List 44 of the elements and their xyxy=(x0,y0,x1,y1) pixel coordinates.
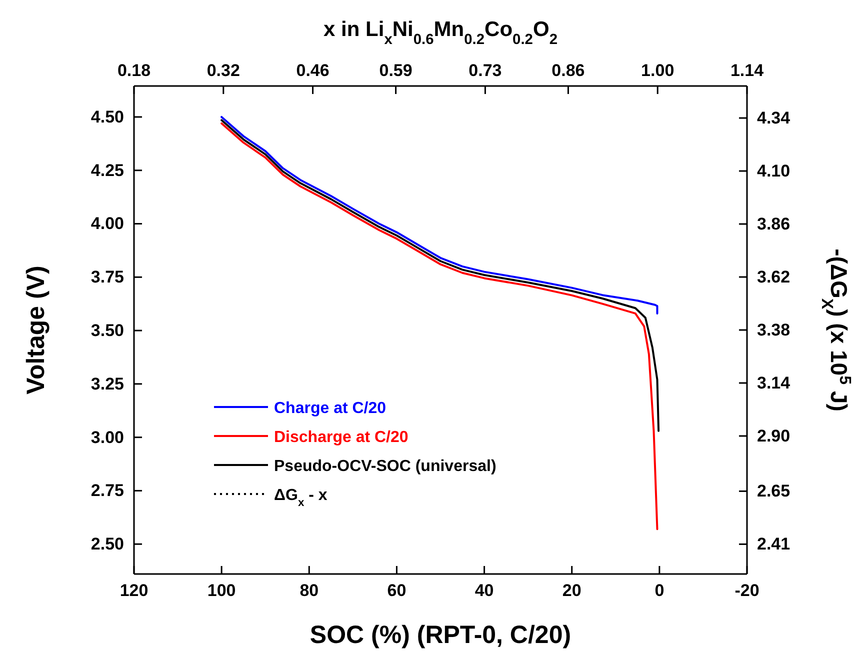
text: x in Li$_{x}$Ni$_{0.6}$Mn$_{0.2}$Co$_{0.2}$O$_{2}$ xyxy=(324,18,558,48)
y2-tick-label: 2.41 xyxy=(757,534,790,554)
legend-label: Charge at C/20 xyxy=(274,400,386,417)
y-tick-label: 4.00 xyxy=(90,214,124,234)
y2-tick-label: 3.38 xyxy=(757,320,790,340)
x2-tick-label: 1.00 xyxy=(641,61,674,80)
y-axis-title: Voltage (V) xyxy=(22,266,50,394)
y2-tick-label: 4.10 xyxy=(757,161,790,180)
y-tick-label: 4.50 xyxy=(90,107,124,126)
y-tick-label: 2.50 xyxy=(90,534,124,554)
line-series xyxy=(220,116,658,314)
y-tick-label: 2.75 xyxy=(90,481,124,500)
x2-tick-label: 0.18 xyxy=(117,61,151,80)
y2-tick-label: 2.65 xyxy=(757,482,790,501)
x-tick-label: 80 xyxy=(300,581,319,600)
y-tick-label: 4.25 xyxy=(90,160,124,180)
x-tick-label: 120 xyxy=(120,581,148,600)
x2-tick-label: 0.73 xyxy=(468,61,502,80)
y2-tick-label: 3.14 xyxy=(757,373,791,392)
x2-tick-label: 0.86 xyxy=(552,61,585,80)
y2-tick-label: 3.62 xyxy=(757,267,790,286)
x-tick-label: 0 xyxy=(654,581,664,600)
x-tick-label: -20 xyxy=(734,581,760,600)
legend-label: Discharge at C/20 xyxy=(274,429,408,446)
x2-tick-label: 1.14 xyxy=(730,61,764,80)
legend-label: ΔG$_{x}$ - x xyxy=(274,487,328,509)
x2-tick-label: 0.59 xyxy=(379,61,412,80)
y-tick-label: 3.25 xyxy=(90,374,124,394)
y2-tick-label: 4.34 xyxy=(757,108,791,128)
x2-tick-label: 0.46 xyxy=(296,61,330,80)
legend-label: Pseudo-OCV-SOC (universal) xyxy=(274,458,496,475)
line-series xyxy=(220,122,658,530)
y2-tick-label: 3.86 xyxy=(757,214,790,234)
y2-tick-label: 2.90 xyxy=(757,426,790,446)
x-tick-label: 20 xyxy=(562,581,582,600)
x-tick-label: 100 xyxy=(207,581,236,600)
x2-tick-label: 0.32 xyxy=(206,61,240,80)
x-tick-label: 40 xyxy=(474,581,494,600)
line-series xyxy=(220,119,660,432)
y-tick-label: 3.75 xyxy=(90,268,124,287)
y-tick-label: 3.50 xyxy=(90,320,124,340)
x-tick-label: 60 xyxy=(387,581,406,600)
x-axis-title: SOC (%) (RPT-0, C/20) xyxy=(310,621,572,649)
y-tick-label: 3.00 xyxy=(90,428,124,447)
